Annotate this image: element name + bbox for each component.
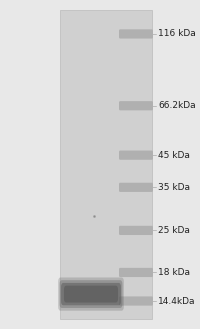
FancyBboxPatch shape [58,277,124,311]
FancyBboxPatch shape [119,268,153,277]
Text: 45 kDa: 45 kDa [158,151,190,160]
FancyBboxPatch shape [119,101,153,110]
Text: 35 kDa: 35 kDa [158,183,190,192]
Text: 66.2kDa: 66.2kDa [158,101,196,110]
Bar [60,10,152,319]
Text: 25 kDa: 25 kDa [158,226,190,235]
Text: 14.4kDa: 14.4kDa [158,296,196,306]
FancyBboxPatch shape [64,286,118,303]
FancyBboxPatch shape [119,29,153,38]
FancyBboxPatch shape [119,296,153,306]
Text: 116 kDa: 116 kDa [158,29,196,38]
FancyBboxPatch shape [60,280,122,308]
Text: 18 kDa: 18 kDa [158,268,190,277]
FancyBboxPatch shape [61,283,121,305]
FancyBboxPatch shape [119,183,153,192]
FancyBboxPatch shape [119,226,153,235]
FancyBboxPatch shape [119,151,153,160]
